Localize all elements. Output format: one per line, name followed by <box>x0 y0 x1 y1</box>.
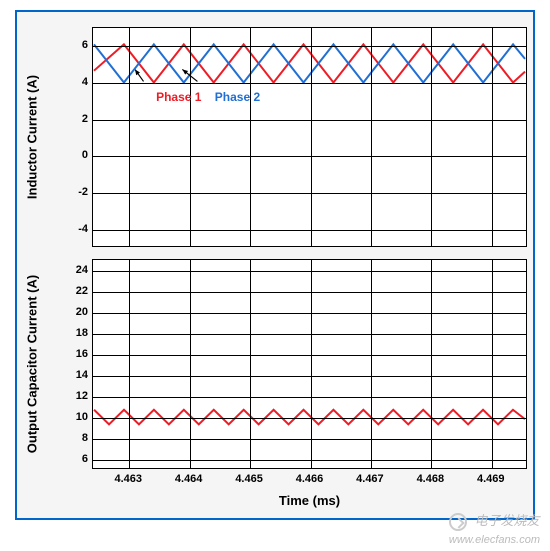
label-phase-1: Phase 1 <box>156 90 201 104</box>
xtick: 4.464 <box>175 473 203 485</box>
label-phase-2: Phase 2 <box>215 90 260 104</box>
bottom-ytick: 24 <box>58 264 88 276</box>
bottom-y-axis-label: Output Capacitor Current (A) <box>25 275 40 453</box>
bottom-ytick: 6 <box>58 453 88 465</box>
xtick: 4.469 <box>477 473 505 485</box>
bottom-ytick: 20 <box>58 306 88 318</box>
top-ytick: 2 <box>58 113 88 125</box>
bottom-ytick: 10 <box>58 411 88 423</box>
watermark-icon <box>449 513 467 531</box>
bottom-ytick: 12 <box>58 390 88 402</box>
top-ytick: -2 <box>58 186 88 198</box>
bottom-ytick: 16 <box>58 348 88 360</box>
bottom-ytick: 14 <box>58 369 88 381</box>
bottom-ytick: 8 <box>58 432 88 444</box>
top-ytick: 6 <box>58 39 88 51</box>
watermark: 电子发烧友 www.elecfans.com <box>449 510 540 546</box>
output-capacitor-chart <box>92 259 527 469</box>
top-ytick: 4 <box>58 76 88 88</box>
inductor-current-chart: Phase 1 Phase 2 <box>92 27 527 247</box>
xtick: 4.467 <box>356 473 384 485</box>
top-ytick: 0 <box>58 149 88 161</box>
watermark-url: www.elecfans.com <box>449 534 540 546</box>
xtick: 4.468 <box>417 473 445 485</box>
xtick: 4.466 <box>296 473 324 485</box>
bottom-ytick: 22 <box>58 285 88 297</box>
chart-frame: Phase 1 Phase 2 Inductor Current (A) -4 -2… <box>15 10 535 520</box>
xtick: 4.465 <box>235 473 263 485</box>
x-axis-label: Time (ms) <box>279 493 340 508</box>
top-ytick: -4 <box>58 223 88 235</box>
watermark-text: 电子发烧友 <box>475 513 540 528</box>
bottom-ytick: 18 <box>58 327 88 339</box>
top-plot-svg <box>93 28 526 246</box>
xtick: 4.463 <box>114 473 142 485</box>
top-y-axis-label: Inductor Current (A) <box>25 75 40 199</box>
